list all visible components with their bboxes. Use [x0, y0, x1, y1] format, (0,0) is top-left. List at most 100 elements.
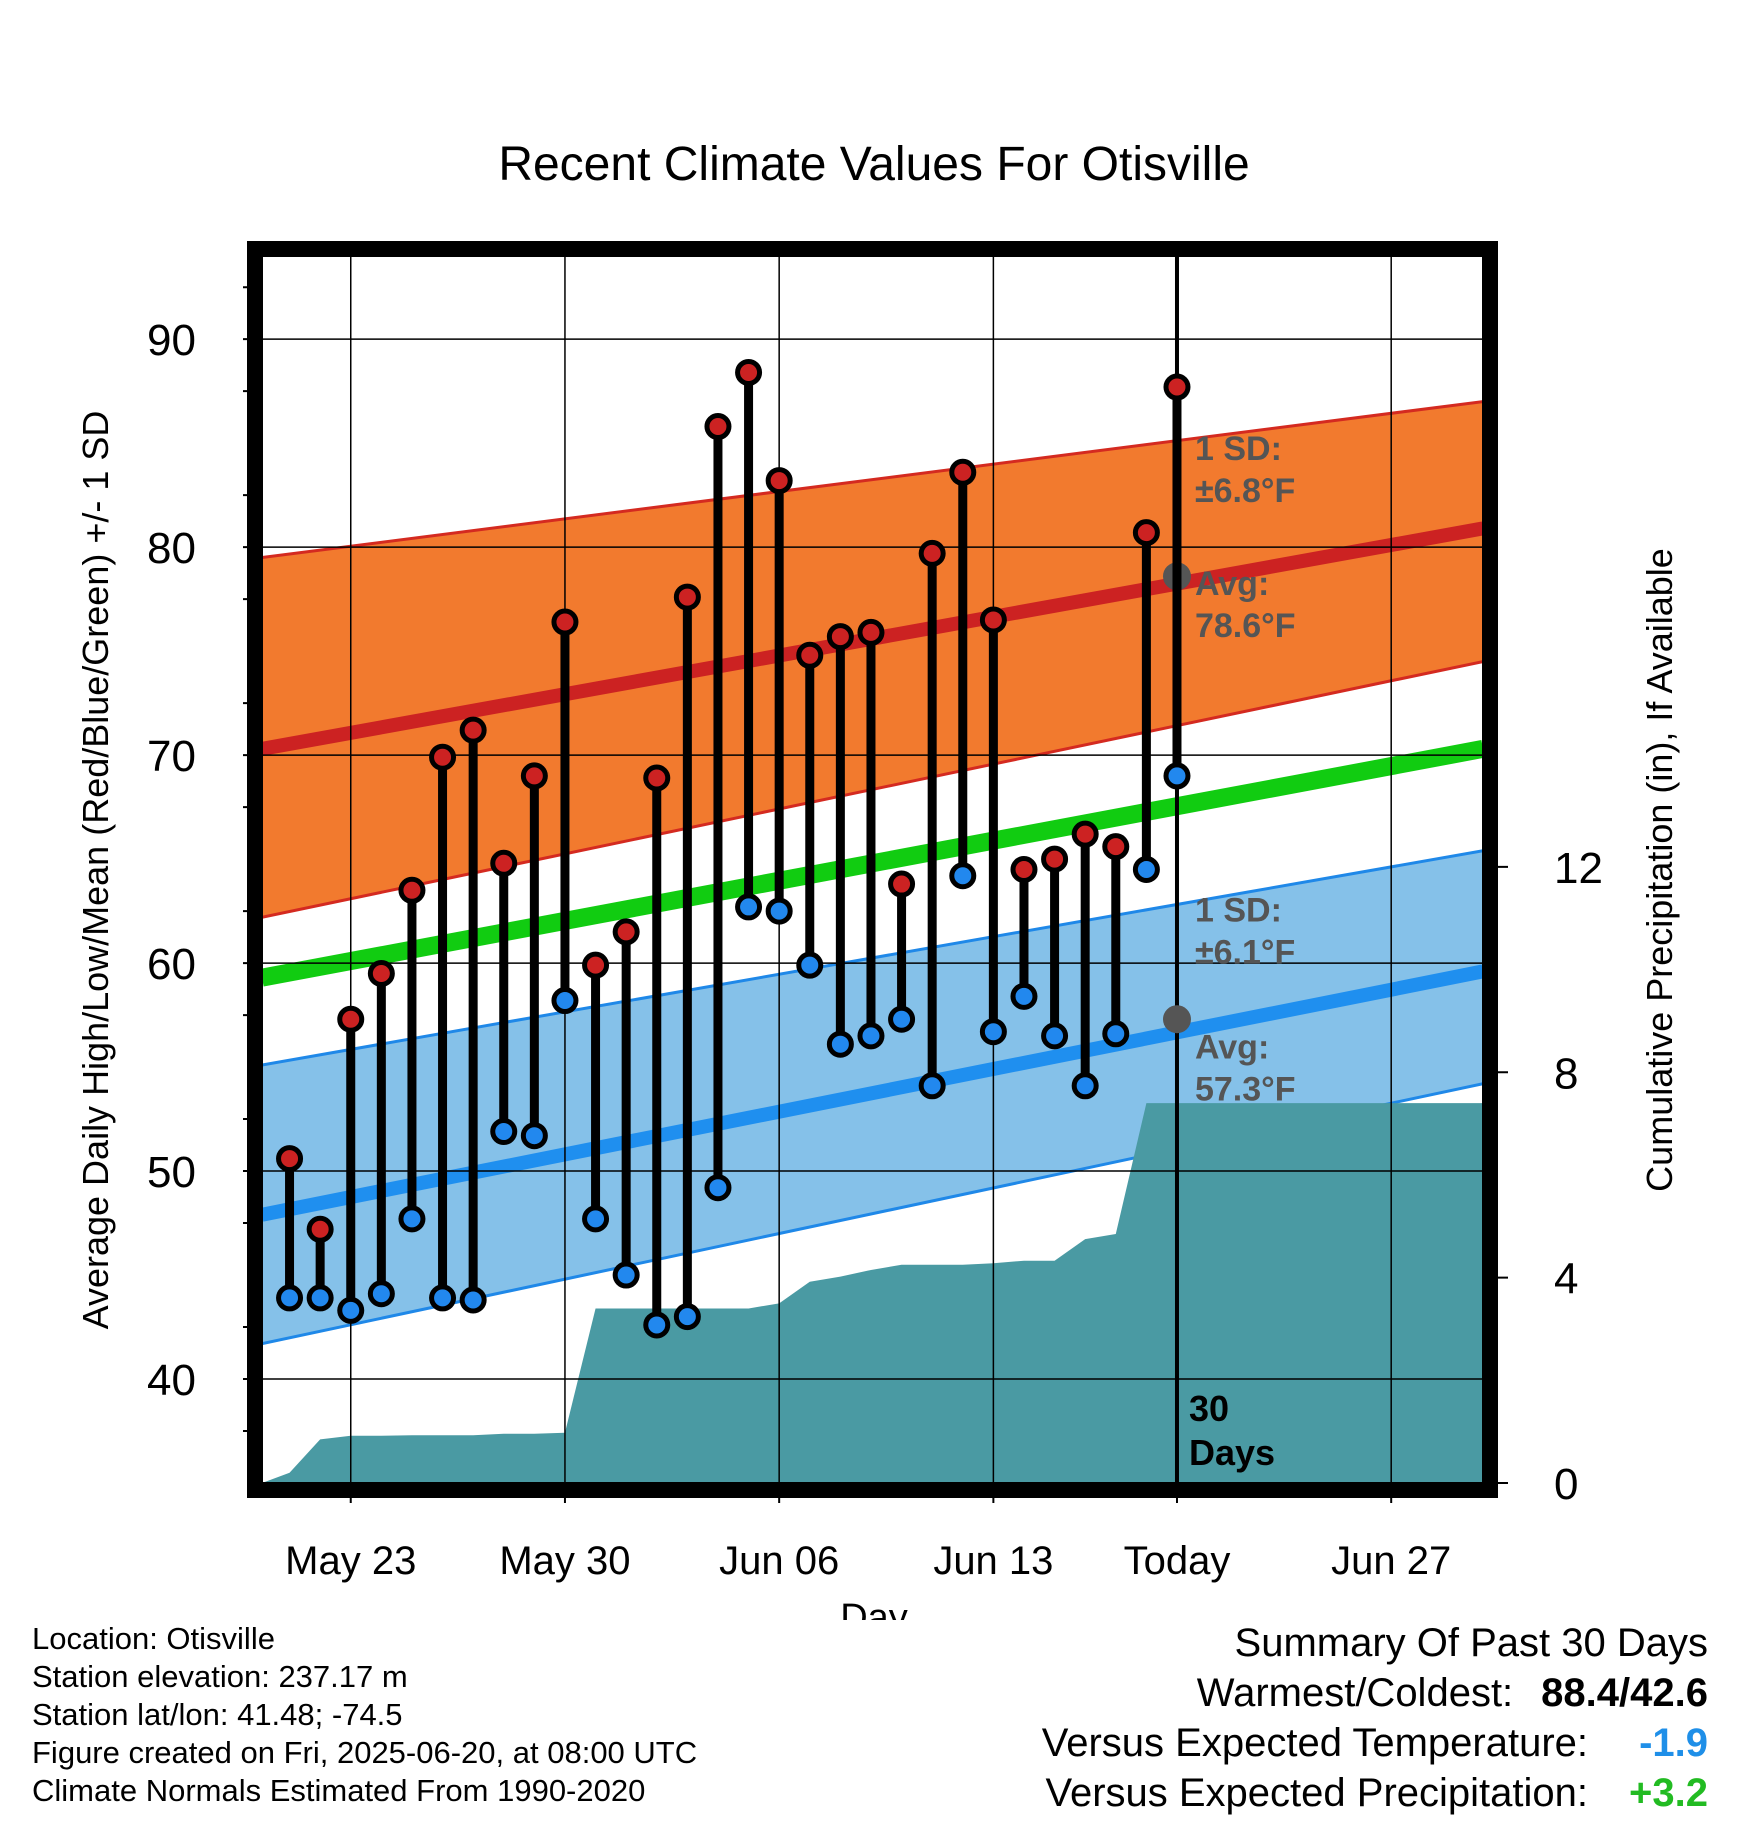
y-tick-label-right: 8: [1554, 1049, 1578, 1098]
high-point: [398, 876, 426, 904]
high-point: [582, 951, 610, 979]
low-point: [612, 1261, 640, 1289]
low-point: [1041, 1022, 1069, 1050]
y-tick-label-right: 12: [1554, 844, 1603, 893]
x-tick-label: Today: [1124, 1539, 1231, 1583]
y-tick-label-left: 80: [147, 524, 196, 573]
precip-value: +3.2: [1629, 1771, 1708, 1815]
elevation-text: Station elevation: 237.17 m: [32, 1659, 408, 1694]
low-point: [796, 951, 824, 979]
high-point: [306, 1215, 334, 1243]
high-point: [1102, 833, 1130, 861]
low-sd-label-line: 1 SD:: [1195, 891, 1282, 929]
high-point: [429, 743, 457, 771]
low-point: [1010, 982, 1038, 1010]
warm-cold-label: Warmest/Coldest:: [1196, 1671, 1514, 1715]
high-sd-label-line: ±6.8°F: [1195, 472, 1295, 510]
low-point: [306, 1284, 334, 1312]
high-point: [459, 716, 487, 744]
high-avg-label: Avg: 78.6°F: [1195, 565, 1296, 645]
high-point: [949, 458, 977, 486]
low-point: [949, 862, 977, 890]
high-point: [857, 618, 885, 646]
y-tick-label-left: 60: [147, 940, 196, 989]
low-sd-label: 1 SD: ±6.1°F: [1195, 891, 1295, 971]
high-point: [276, 1145, 304, 1173]
x-tick-label: Jun 27: [1331, 1539, 1451, 1583]
warm-cold-value: 88.4/42.6: [1541, 1671, 1708, 1715]
low-point: [1102, 1020, 1130, 1048]
low-avg-today-marker: [1162, 1005, 1191, 1034]
created-text: Figure created on Fri, 2025-06-20, at 08…: [32, 1735, 698, 1770]
x-tick-label: May 23: [285, 1539, 416, 1583]
y-axis-label-left: Average Daily High/Low/Mean (Red/Blue/Gr…: [75, 411, 116, 1330]
y-tick-label-left: 50: [147, 1148, 196, 1197]
low-avg-label: Avg: 57.3°F: [1195, 1029, 1296, 1109]
chart-title: Recent Climate Values For Otisville: [498, 138, 1249, 191]
x-tick-label: May 30: [499, 1539, 630, 1583]
low-point: [490, 1118, 518, 1146]
high-avg-label-line: Avg:: [1195, 565, 1269, 603]
high-point: [765, 467, 793, 495]
y-tick-label-right: 0: [1554, 1460, 1578, 1509]
plot-frame: [247, 241, 1498, 1498]
high-point: [796, 641, 824, 669]
days-marker-line: 30: [1189, 1388, 1229, 1429]
axes: 40 50 60 70 80 90 0 4 8 12 May 23 May 30 Jun 06 Jun 1…: [147, 241, 1603, 1583]
high-point: [1163, 373, 1191, 401]
low-point: [276, 1284, 304, 1312]
high-sd-label: 1 SD: ±6.8°F: [1195, 430, 1295, 510]
y-tick-label-left: 40: [147, 1356, 196, 1405]
high-point: [1132, 519, 1160, 547]
low-point: [888, 1005, 916, 1033]
low-point: [1132, 856, 1160, 883]
high-avg-label-line: 78.6°F: [1195, 607, 1296, 645]
low-point: [582, 1205, 610, 1233]
low-sd-label-line: ±6.1°F: [1195, 933, 1295, 971]
high-point: [612, 918, 640, 946]
latlon-text: Station lat/lon: 41.48; -74.5: [32, 1697, 403, 1732]
high-point: [888, 870, 916, 898]
days-marker-label: 30 Days: [1189, 1388, 1275, 1473]
high-point: [551, 608, 579, 636]
high-point: [918, 539, 946, 567]
low-point: [398, 1205, 426, 1233]
location-text: Location: Otisville: [32, 1621, 275, 1656]
low-point: [429, 1284, 457, 1312]
high-point: [643, 764, 671, 792]
plot-area: 1 SD: ±6.8°F Avg: 78.6°F 1 SD: ±6.1°F Avg: 57.3…: [262, 246, 1483, 1483]
high-point: [367, 959, 395, 987]
high-point: [1010, 856, 1038, 883]
low-point: [979, 1018, 1007, 1046]
summary-panel: Summary Of Past 30 Days Warmest/Coldest:…: [1042, 1618, 1708, 1818]
high-sd-band-top-edge: [262, 400, 1483, 560]
precip-label: Versus Expected Precipitation:: [1045, 1771, 1588, 1815]
y-axis-label-right: Cumulative Precipitation (in), If Availa…: [1639, 548, 1680, 1192]
x-axis-label: Day: [840, 1597, 908, 1620]
warm-cold-row: Warmest/Coldest: 88.4/42.6: [1042, 1668, 1708, 1718]
y-tick-label-left: 70: [147, 732, 196, 781]
high-point: [704, 413, 732, 441]
low-point: [337, 1296, 365, 1324]
station-info: Location: Otisville Station elevation: 2…: [32, 1620, 697, 1810]
temp-value: -1.9: [1639, 1721, 1708, 1765]
low-point: [918, 1072, 946, 1100]
low-avg-label-line: Avg:: [1195, 1029, 1269, 1067]
low-point: [826, 1030, 854, 1058]
summary-title: Summary Of Past 30 Days: [1234, 1621, 1708, 1665]
low-point: [704, 1174, 732, 1202]
x-tick-label: Jun 06: [719, 1539, 839, 1583]
low-normal-line: [262, 964, 1483, 1222]
low-point: [551, 987, 579, 1015]
low-point: [643, 1311, 671, 1339]
low-point: [459, 1286, 487, 1314]
low-point: [1071, 1072, 1099, 1100]
days-marker-line: Days: [1189, 1432, 1275, 1473]
x-tick-label: Jun 13: [933, 1539, 1053, 1583]
high-point: [1071, 820, 1099, 848]
low-point: [857, 1022, 885, 1050]
high-point: [979, 606, 1007, 634]
high-point: [735, 358, 763, 386]
low-point: [520, 1122, 548, 1150]
low-point: [765, 897, 793, 925]
